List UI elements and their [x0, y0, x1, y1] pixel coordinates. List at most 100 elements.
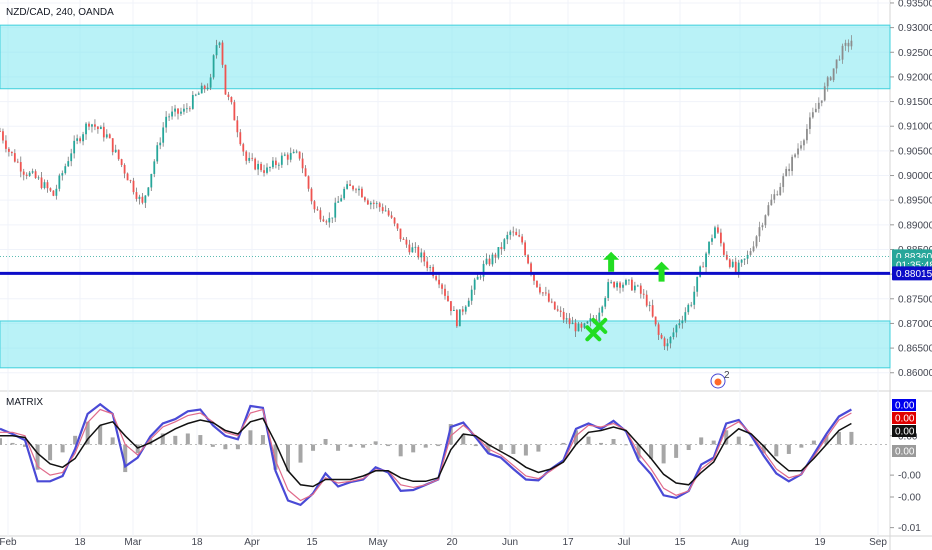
- candle-body: [814, 108, 817, 113]
- candle-body: [188, 108, 191, 110]
- candle-body: [292, 151, 295, 154]
- candle-body: [847, 42, 850, 47]
- candle-body: [690, 304, 693, 306]
- price-tick-label: 0.93000: [898, 23, 932, 34]
- candle-body: [52, 190, 55, 196]
- histogram-bar: [323, 438, 328, 445]
- signal-line: [0, 417, 852, 488]
- candle-body: [19, 162, 22, 172]
- candle-body: [153, 161, 156, 174]
- symbol-title: NZD/CAD, 240, OANDA: [6, 7, 114, 18]
- candle-body: [358, 188, 360, 191]
- matrix-oscillator: [0, 402, 890, 507]
- candle-body: [435, 276, 437, 280]
- candle-body: [693, 291, 696, 305]
- candle-body: [714, 227, 716, 239]
- candle-body: [711, 238, 713, 242]
- histogram-bar: [674, 444, 679, 458]
- candle-body: [337, 201, 340, 203]
- candle-body: [429, 266, 432, 268]
- candle-body: [731, 261, 734, 267]
- candle-body: [832, 68, 835, 81]
- candle-body: [547, 293, 550, 302]
- candle-body: [651, 305, 654, 317]
- price-zone: [0, 320, 891, 369]
- candle-body: [803, 140, 805, 146]
- histogram-bar: [461, 434, 466, 445]
- candle-body: [633, 285, 636, 291]
- candle-body: [577, 323, 580, 332]
- candle-body: [99, 126, 102, 130]
- candle-body: [236, 120, 239, 133]
- candle-body: [595, 319, 598, 321]
- histogram-bar: [386, 444, 391, 447]
- histogram-bar: [173, 435, 178, 445]
- candle-body: [135, 192, 138, 199]
- histogram-bar: [436, 444, 441, 447]
- candle-body: [767, 205, 770, 216]
- candle-body: [479, 276, 482, 278]
- candle-body: [126, 173, 129, 181]
- buy-arrow-marker: [603, 251, 620, 272]
- candle-body: [150, 173, 153, 188]
- candle-body: [129, 180, 132, 182]
- alert-icon[interactable]: 2: [710, 370, 730, 389]
- candle-body: [227, 94, 230, 97]
- candle-body: [583, 323, 586, 328]
- histogram-bar: [523, 444, 528, 456]
- candle-body: [826, 77, 829, 87]
- candle-body: [325, 221, 328, 223]
- time-tick-label: Jul: [618, 537, 631, 548]
- candle-body: [384, 210, 387, 212]
- price-axis-badge-label: 01:35:48: [896, 261, 932, 272]
- candle-body: [13, 153, 16, 162]
- candle-body: [758, 227, 761, 237]
- candle-body: [2, 131, 4, 141]
- candle-body: [88, 123, 90, 127]
- candle-body: [619, 282, 621, 288]
- candle-body: [521, 236, 524, 243]
- osc-value-badge-label: 0.00: [895, 414, 915, 425]
- candle-body: [657, 324, 660, 335]
- candle-body: [491, 254, 494, 265]
- candle-body: [411, 247, 414, 253]
- candle-body: [749, 251, 752, 255]
- candle-body: [794, 154, 796, 157]
- candle-body: [728, 259, 731, 267]
- candle-body: [168, 116, 170, 118]
- candle-body: [684, 312, 687, 321]
- candle-body: [31, 171, 34, 173]
- candle-body: [402, 239, 405, 240]
- histogram-bar: [210, 444, 215, 447]
- candle-body: [636, 285, 639, 287]
- candle-body: [64, 166, 67, 174]
- candle-body: [782, 176, 785, 187]
- histogram-bar: [573, 430, 578, 445]
- candle-body: [722, 243, 725, 255]
- histogram-bar: [811, 440, 816, 445]
- price-tick-label: 0.86000: [898, 368, 932, 379]
- candle-body: [242, 144, 245, 152]
- histogram-bar: [160, 433, 165, 445]
- histogram-bar: [699, 437, 704, 445]
- osc-value-badge-label: 0.00: [895, 427, 915, 438]
- candle-body: [453, 309, 455, 311]
- histogram-bar: [473, 444, 478, 447]
- candle-body: [343, 188, 346, 199]
- histogram-bar: [749, 444, 754, 447]
- histogram-bar: [260, 435, 265, 445]
- candle-body: [310, 188, 313, 202]
- time-tick-label: Feb: [0, 537, 17, 548]
- candle-body: [346, 184, 348, 189]
- candle-body: [776, 194, 779, 196]
- candle-body: [25, 174, 28, 176]
- histogram-bar: [561, 442, 566, 445]
- candle-body: [70, 153, 73, 162]
- osc-tick-label: -0.01: [898, 523, 921, 534]
- candle-body: [257, 163, 259, 170]
- candle-body: [663, 338, 666, 347]
- candle-body: [601, 306, 604, 313]
- candle-body: [518, 235, 521, 237]
